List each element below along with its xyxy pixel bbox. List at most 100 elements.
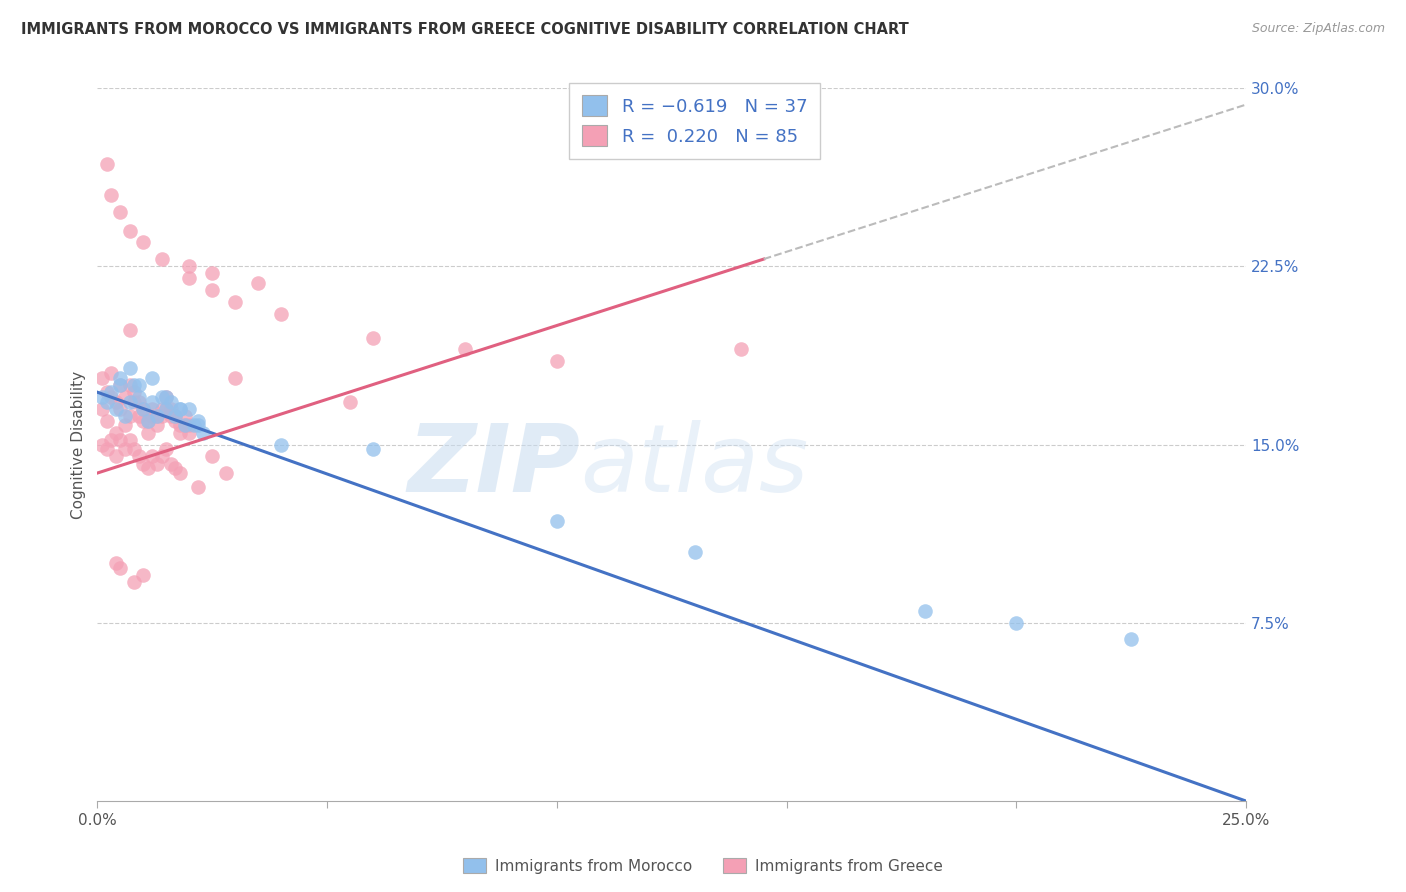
Point — [132, 401, 155, 416]
Point — [730, 343, 752, 357]
Point — [132, 414, 155, 428]
Point — [146, 457, 169, 471]
Point — [128, 409, 150, 423]
Y-axis label: Cognitive Disability: Cognitive Disability — [72, 370, 86, 518]
Point — [132, 235, 155, 250]
Point — [155, 401, 177, 416]
Point — [160, 409, 183, 423]
Point — [169, 418, 191, 433]
Point — [128, 394, 150, 409]
Point — [454, 343, 477, 357]
Point — [179, 271, 201, 285]
Point — [165, 414, 187, 428]
Point — [96, 414, 118, 428]
Point — [155, 401, 177, 416]
Point — [165, 461, 187, 475]
Point — [91, 437, 114, 451]
Point — [169, 401, 191, 416]
Point — [361, 442, 384, 457]
Point — [96, 385, 118, 400]
Point — [141, 409, 163, 423]
Point — [150, 401, 173, 416]
Point — [128, 390, 150, 404]
Point — [146, 409, 169, 423]
Point — [141, 371, 163, 385]
Point — [191, 425, 214, 440]
Point — [118, 223, 141, 237]
Point — [118, 378, 141, 392]
Point — [160, 457, 183, 471]
Point — [169, 425, 191, 440]
Point — [179, 401, 201, 416]
Text: Source: ZipAtlas.com: Source: ZipAtlas.com — [1251, 22, 1385, 36]
Point — [201, 283, 224, 297]
Point — [150, 409, 173, 423]
Point — [118, 394, 141, 409]
Point — [141, 394, 163, 409]
Point — [1121, 632, 1143, 647]
Point — [104, 401, 127, 416]
Point — [169, 466, 191, 480]
Point — [136, 414, 159, 428]
Point — [114, 418, 136, 433]
Point — [110, 378, 132, 392]
Point — [169, 401, 191, 416]
Point — [100, 366, 122, 380]
Point — [132, 401, 155, 416]
Point — [96, 394, 118, 409]
Point — [339, 394, 361, 409]
Point — [146, 418, 169, 433]
Point — [546, 514, 568, 528]
Point — [122, 378, 145, 392]
Point — [110, 433, 132, 447]
Point — [179, 259, 201, 273]
Point — [201, 450, 224, 464]
Point — [91, 371, 114, 385]
Point — [110, 561, 132, 575]
Point — [114, 442, 136, 457]
Point — [683, 544, 706, 558]
Point — [141, 450, 163, 464]
Text: IMMIGRANTS FROM MOROCCO VS IMMIGRANTS FROM GREECE COGNITIVE DISABILITY CORRELATI: IMMIGRANTS FROM MOROCCO VS IMMIGRANTS FR… — [21, 22, 908, 37]
Point — [187, 480, 209, 494]
Point — [91, 401, 114, 416]
Legend: Immigrants from Morocco, Immigrants from Greece: Immigrants from Morocco, Immigrants from… — [457, 852, 949, 880]
Point — [110, 378, 132, 392]
Point — [110, 401, 132, 416]
Point — [173, 418, 195, 433]
Point — [179, 418, 201, 433]
Point — [247, 276, 270, 290]
Point — [150, 252, 173, 266]
Point — [914, 604, 936, 618]
Point — [361, 330, 384, 344]
Point — [91, 390, 114, 404]
Point — [155, 442, 177, 457]
Point — [118, 361, 141, 376]
Point — [118, 323, 141, 337]
Point — [160, 394, 183, 409]
Point — [160, 401, 183, 416]
Point — [104, 394, 127, 409]
Point — [224, 294, 246, 309]
Text: ZIP: ZIP — [406, 420, 579, 512]
Point — [187, 414, 209, 428]
Point — [155, 390, 177, 404]
Point — [118, 433, 141, 447]
Point — [146, 409, 169, 423]
Point — [270, 437, 292, 451]
Point — [128, 378, 150, 392]
Point — [104, 557, 127, 571]
Point — [150, 450, 173, 464]
Point — [118, 409, 141, 423]
Point — [128, 450, 150, 464]
Legend: R = −0.619   N = 37, R =  0.220   N = 85: R = −0.619 N = 37, R = 0.220 N = 85 — [569, 83, 820, 159]
Point — [165, 409, 187, 423]
Point — [122, 394, 145, 409]
Point — [96, 157, 118, 171]
Point — [173, 409, 195, 423]
Point — [136, 461, 159, 475]
Point — [150, 390, 173, 404]
Point — [270, 307, 292, 321]
Point — [114, 409, 136, 423]
Point — [104, 425, 127, 440]
